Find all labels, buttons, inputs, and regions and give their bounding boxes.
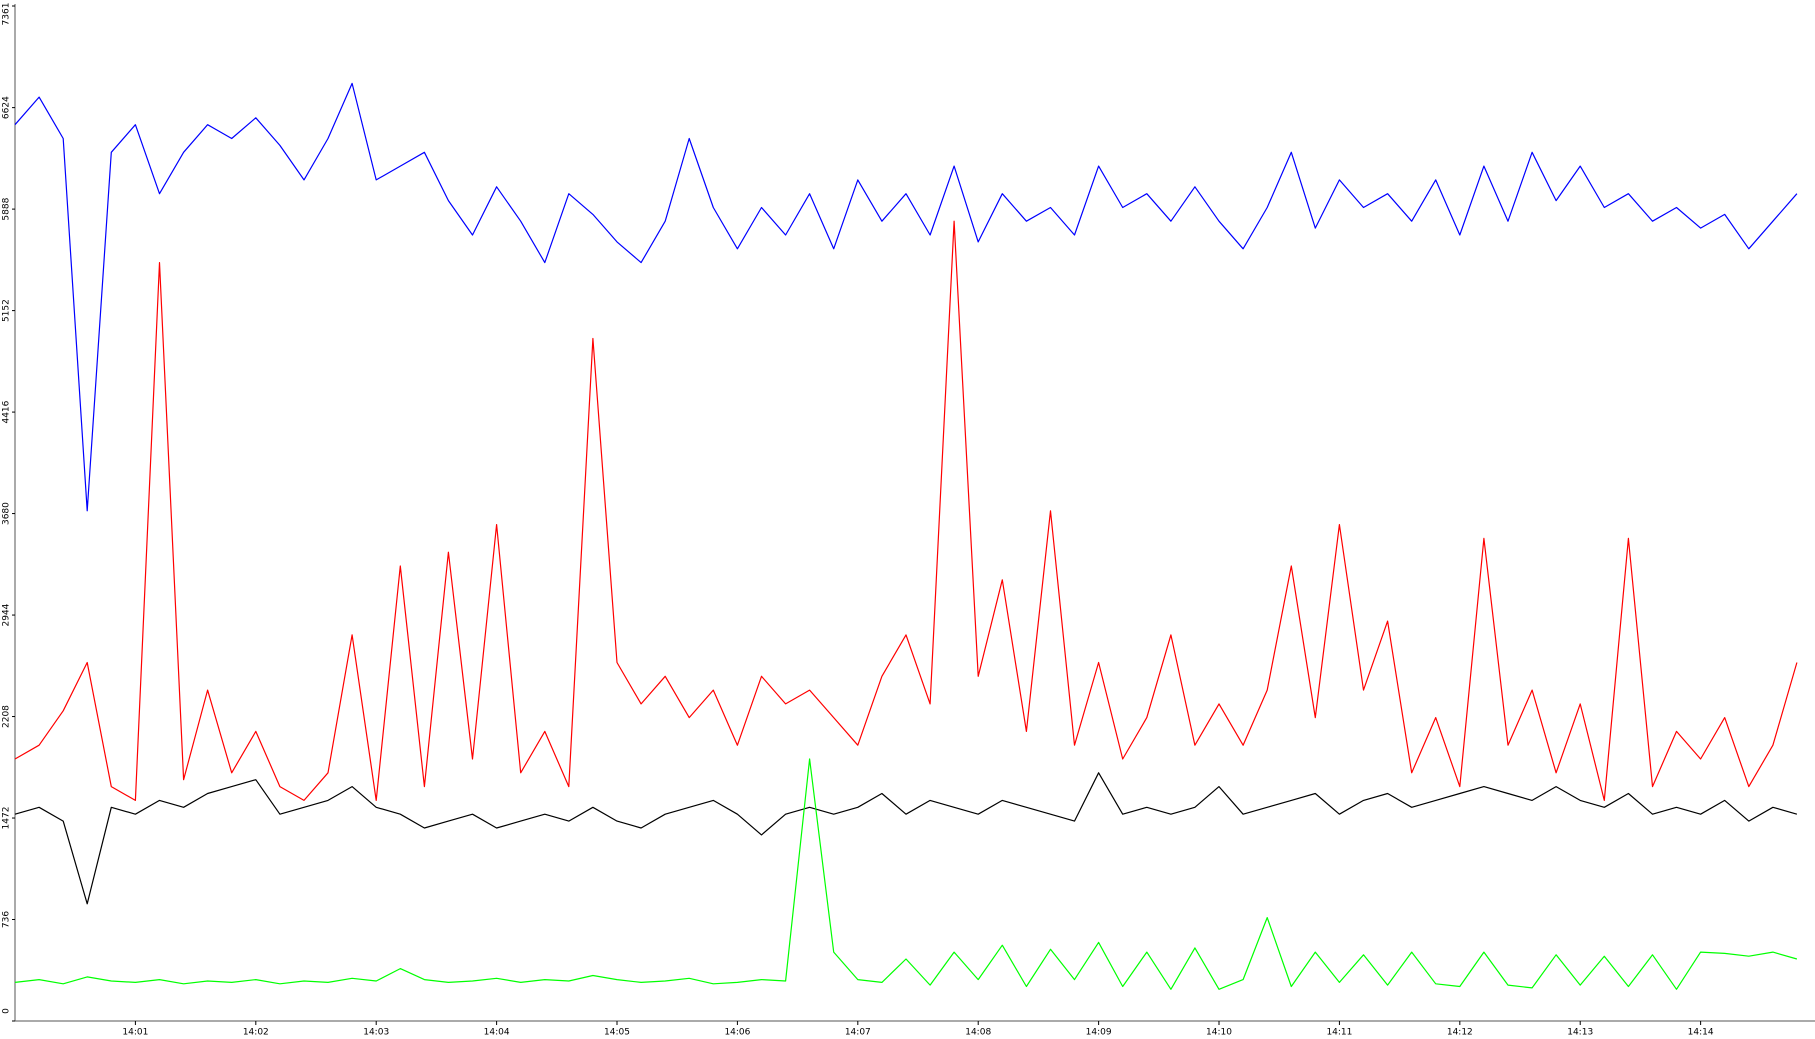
y-tick-label: 1472 — [2, 807, 12, 830]
y-tick-label: 5888 — [2, 197, 12, 220]
x-tick-label: 14:12 — [1447, 1028, 1473, 1038]
x-tick-label: 14:07 — [845, 1028, 871, 1038]
y-tick-label: 736 — [2, 911, 12, 928]
y-tick-label: 7361 — [2, 3, 12, 26]
y-tick-label: 3680 — [2, 502, 12, 525]
series-line — [14, 772, 1798, 905]
x-tick-label: 14:05 — [604, 1028, 630, 1038]
x-tick-label: 14:01 — [122, 1028, 148, 1038]
y-tick-label: 4416 — [2, 400, 12, 423]
y-tick-label: 2208 — [2, 705, 12, 728]
series-line — [14, 758, 1798, 990]
y-tick-label: 2944 — [2, 603, 12, 626]
x-tick-label: 14:04 — [484, 1028, 510, 1038]
y-tick-label: 6624 — [2, 96, 12, 119]
x-tick-label: 14:11 — [1326, 1028, 1352, 1038]
y-tick-label: 5152 — [2, 299, 12, 322]
series-line — [14, 82, 1798, 512]
x-tick-label: 14:13 — [1567, 1028, 1593, 1038]
x-tick-label: 14:14 — [1688, 1028, 1714, 1038]
x-tick-label: 14:10 — [1206, 1028, 1232, 1038]
x-tick-label: 14:08 — [965, 1028, 991, 1038]
x-tick-label: 14:03 — [363, 1028, 389, 1038]
x-tick-label: 14:09 — [1086, 1028, 1112, 1038]
series-line — [14, 220, 1798, 801]
x-tick-label: 14:06 — [724, 1028, 750, 1038]
y-tick-label: 0 — [2, 1008, 12, 1014]
x-tick-label: 14:02 — [243, 1028, 269, 1038]
